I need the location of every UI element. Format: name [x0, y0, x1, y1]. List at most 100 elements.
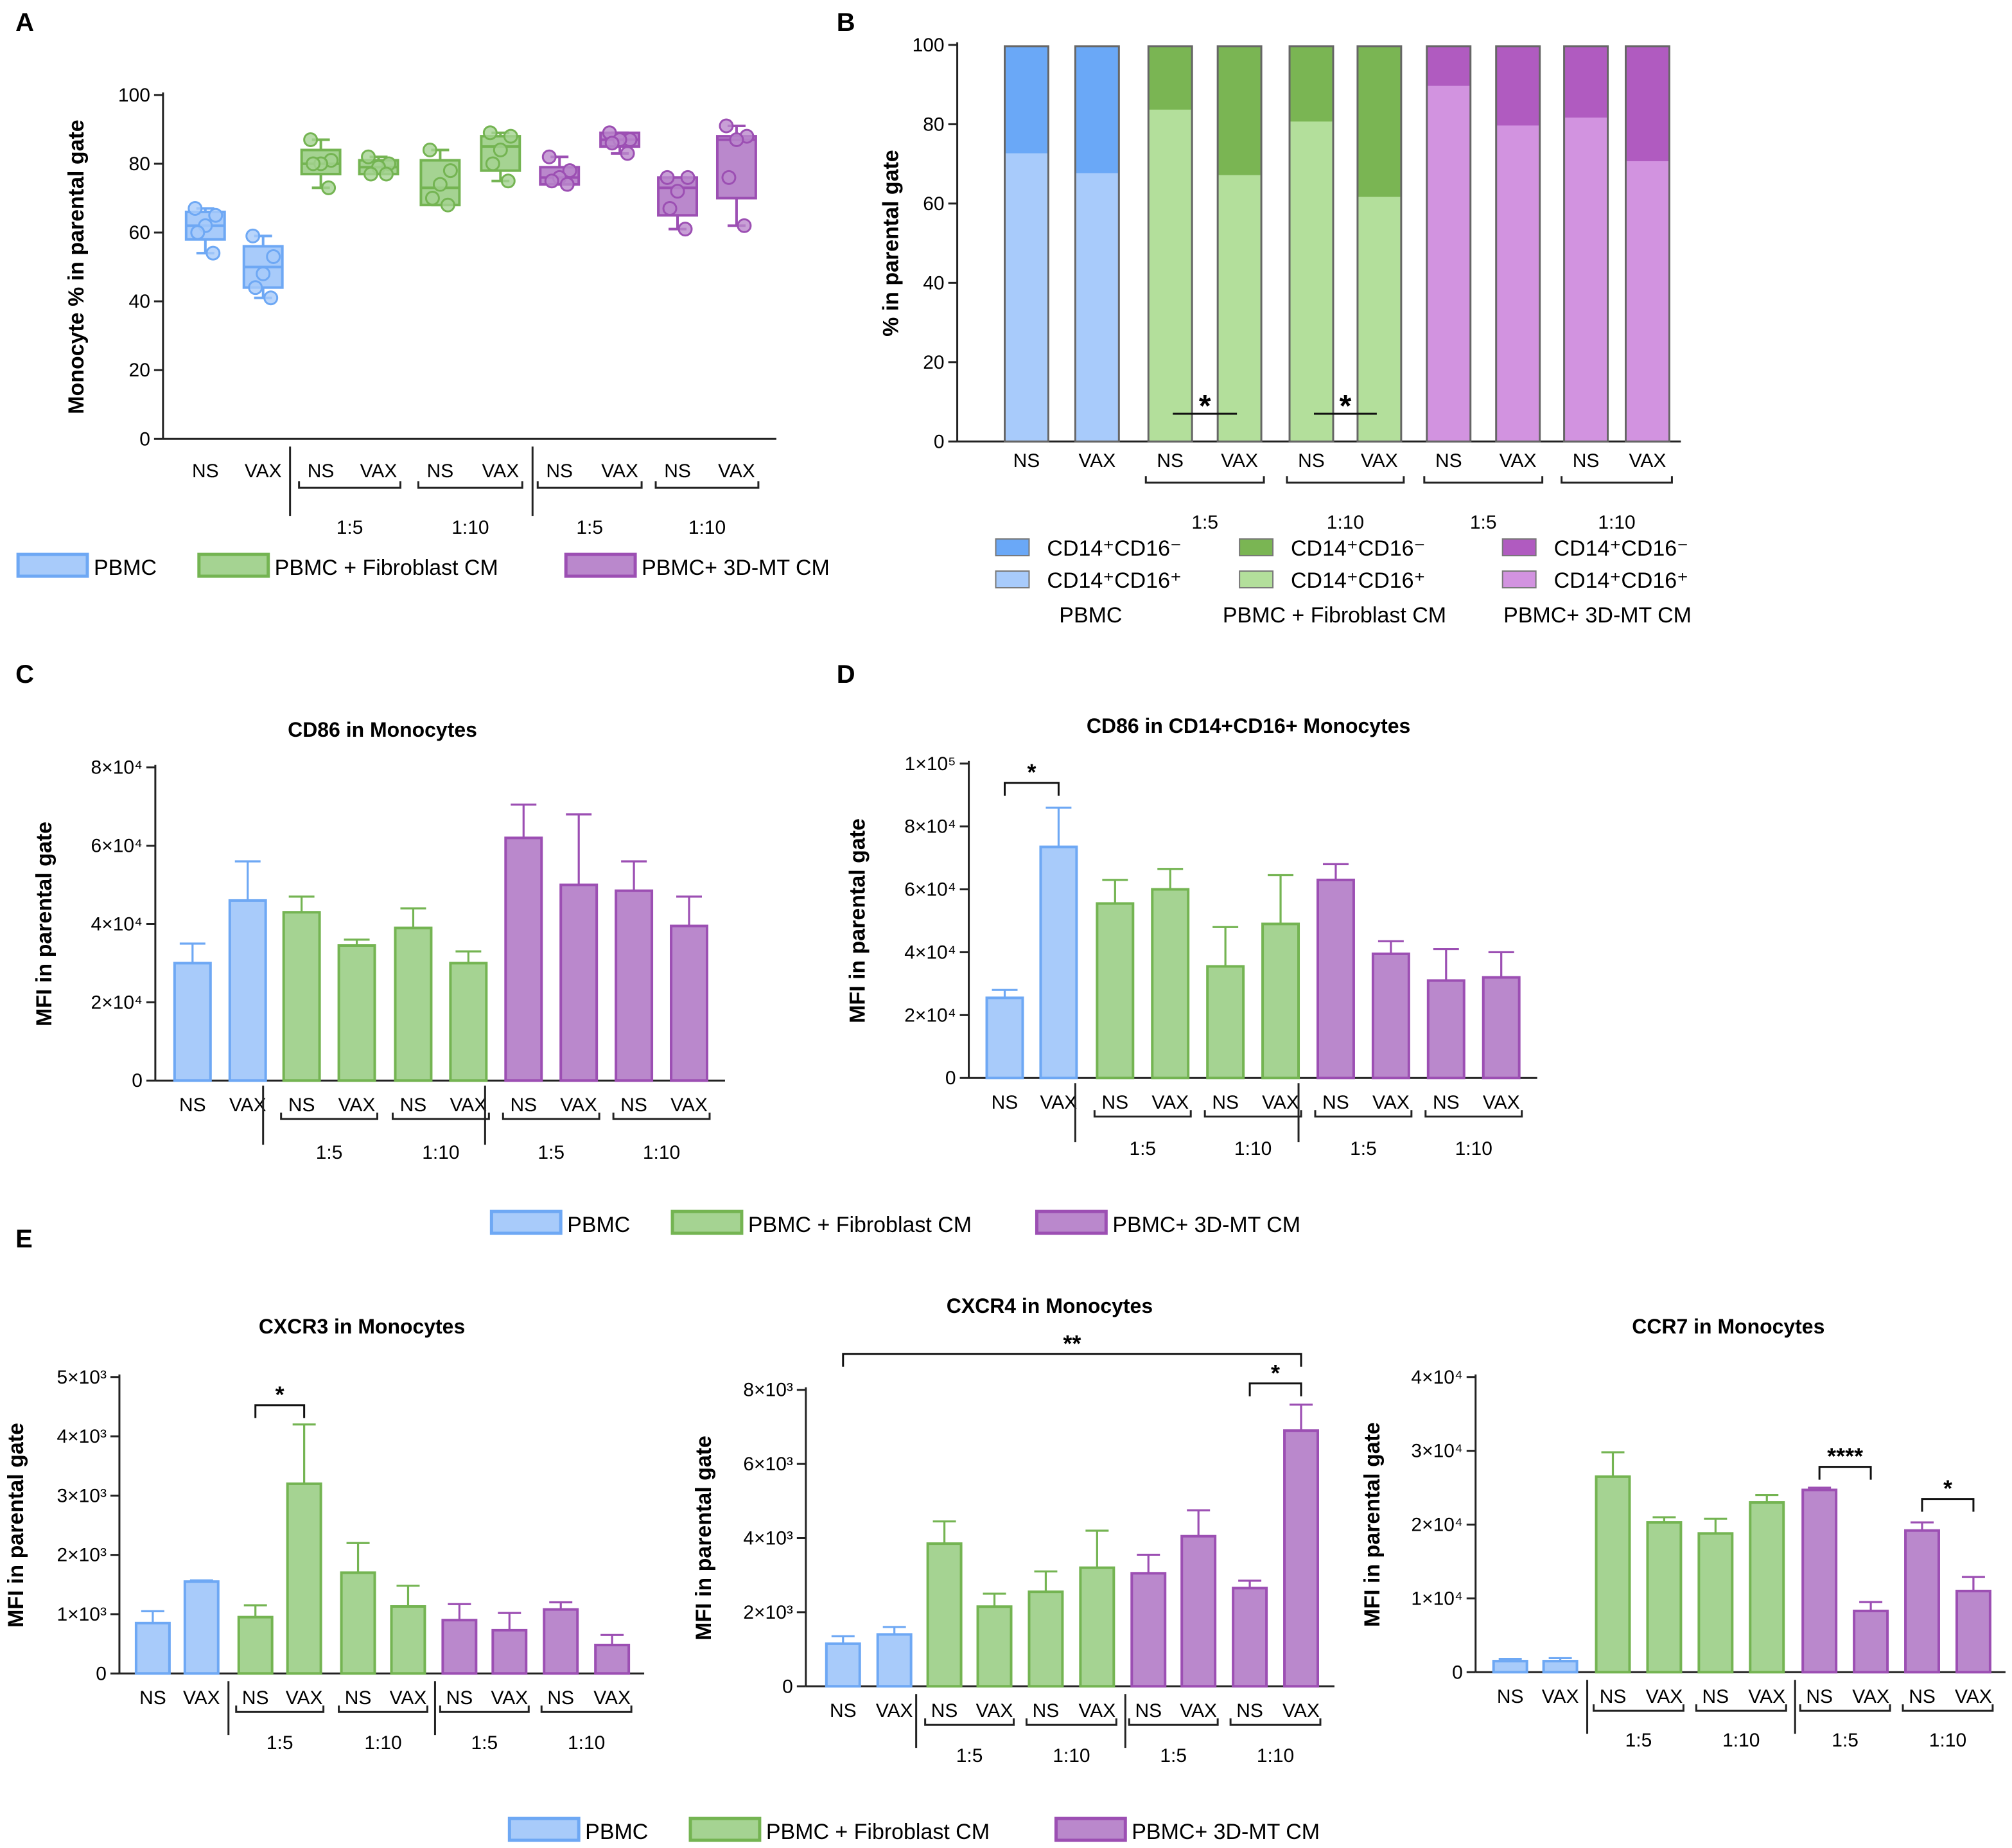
x-category-label: VAX: [390, 1687, 427, 1709]
group-label: 1:10: [364, 1732, 401, 1754]
y-axis-label: Monocyte % in parental gate: [64, 119, 89, 414]
legend-swatch: [197, 552, 270, 578]
legend-swatch: [670, 1210, 744, 1235]
legend-swatch: [1501, 538, 1537, 557]
bar-segment-cd16neg: [1625, 46, 1670, 161]
legend-swatch: [507, 1817, 581, 1842]
x-category-label: VAX: [338, 1095, 376, 1116]
bar: [615, 889, 654, 1082]
x-category-label: VAX: [1955, 1686, 1992, 1707]
x-category-label: NS: [1236, 1700, 1263, 1721]
significance-bracket: [842, 1353, 1302, 1367]
bar: [390, 1605, 426, 1675]
legend-group-label: PBMC: [1059, 603, 1122, 628]
y-tick-label: 6×10⁴: [904, 879, 956, 901]
data-point: [482, 125, 498, 141]
significance-star: *: [1199, 389, 1211, 423]
x-category-label: NS: [830, 1700, 857, 1721]
group-bracket: [1025, 1718, 1117, 1726]
group-label: 1:5: [1832, 1730, 1859, 1751]
bar: [1426, 979, 1465, 1080]
chart-title: CXCR4 in Monocytes: [947, 1294, 1153, 1317]
bar: [1749, 1501, 1785, 1674]
y-tick-label: 80: [923, 114, 944, 135]
data-point: [500, 173, 516, 189]
x-category-label: NS: [400, 1095, 427, 1116]
data-point: [503, 128, 518, 144]
x-category-label: VAX: [1180, 1700, 1217, 1721]
legend-label: PBMC: [567, 1213, 630, 1237]
significance-bracket: [1004, 782, 1060, 796]
chart-title: CD86 in Monocytes: [288, 718, 477, 741]
x-category-label: NS: [308, 461, 335, 482]
bar: [1130, 1572, 1167, 1688]
y-tick-label: 8×10⁴: [904, 816, 956, 838]
x-category-label: VAX: [876, 1700, 913, 1721]
condition-legend: PBMC PBMC + Fibroblast CM PBMC+ 3D-MT CM: [507, 1817, 1320, 1844]
bar: [985, 996, 1024, 1080]
x-category-label: NS: [992, 1092, 1019, 1113]
data-point: [680, 170, 695, 185]
y-tick-label: 0: [1452, 1662, 1463, 1683]
panel-letter-e: E: [15, 1225, 33, 1253]
group-bracket: [612, 1113, 711, 1120]
significance-star: *: [1271, 1360, 1280, 1386]
group-bracket: [235, 1705, 325, 1713]
x-category-label: NS: [179, 1095, 206, 1116]
x-category-label: NS: [510, 1095, 537, 1116]
y-tick-label: 8×10³: [743, 1380, 792, 1401]
legend-group-label: PBMC+ 3D-MT CM: [1503, 603, 1692, 628]
data-point: [303, 132, 319, 147]
group-bracket: [298, 481, 401, 489]
x-category-label: NS: [547, 1687, 574, 1709]
group-bracket: [1128, 1718, 1219, 1726]
x-category-label: NS: [1033, 1700, 1060, 1721]
bar-segment-cd16pos: [1075, 172, 1119, 442]
x-category-label: VAX: [1372, 1092, 1410, 1113]
bar: [1028, 1590, 1064, 1688]
bar: [876, 1633, 913, 1688]
group-label: 1:10: [688, 517, 726, 538]
data-point: [493, 143, 508, 158]
data-point: [263, 290, 279, 306]
group-bracket: [1902, 1704, 1994, 1712]
y-tick-label: 2×10⁴: [91, 992, 143, 1013]
bar: [1595, 1475, 1631, 1674]
x-category-label: VAX: [1646, 1686, 1683, 1707]
y-tick-label: 20: [129, 360, 150, 381]
bar-segment-cd16pos: [1496, 124, 1540, 442]
bar-segment-cd16pos: [1218, 173, 1262, 442]
group-label: 1:10: [1722, 1730, 1760, 1751]
significance-star: ****: [1827, 1443, 1863, 1470]
bar-outline: [1147, 45, 1193, 443]
bar-segment-cd16pos: [1625, 159, 1670, 442]
bar: [1801, 1488, 1838, 1674]
bar: [491, 1628, 528, 1675]
x-category-label: NS: [664, 461, 691, 482]
significance-star: *: [1943, 1475, 1952, 1502]
x-category-label: NS: [1298, 450, 1325, 471]
data-point: [363, 166, 379, 182]
group-bracket: [417, 481, 523, 489]
group-label: 1:10: [1929, 1730, 1966, 1751]
x-category-label: VAX: [1629, 450, 1666, 471]
group-bracket: [1229, 1718, 1322, 1726]
data-point: [737, 218, 752, 233]
bar-outline: [1288, 45, 1334, 443]
bar: [228, 899, 267, 1082]
y-tick-label: 4×10⁴: [904, 942, 956, 963]
legend-swatch: [1054, 1817, 1127, 1842]
chart-E1: 0 1×10³ 2×10³ 3×10³ 4×10³ 5×10³ MFI in parenta…: [4, 1315, 645, 1754]
group-bracket: [654, 481, 760, 489]
bar: [1646, 1521, 1683, 1674]
data-point: [541, 149, 557, 164]
x-category-label: VAX: [229, 1095, 267, 1116]
legend-swatch: [995, 538, 1030, 557]
bar-outline: [1004, 45, 1049, 443]
legend-swatch: [688, 1817, 762, 1842]
data-point: [440, 197, 455, 213]
bar-segment-cd16pos: [1004, 152, 1049, 442]
bar: [1316, 878, 1355, 1080]
group-bracket: [1203, 1110, 1302, 1118]
bar: [1079, 1566, 1115, 1688]
